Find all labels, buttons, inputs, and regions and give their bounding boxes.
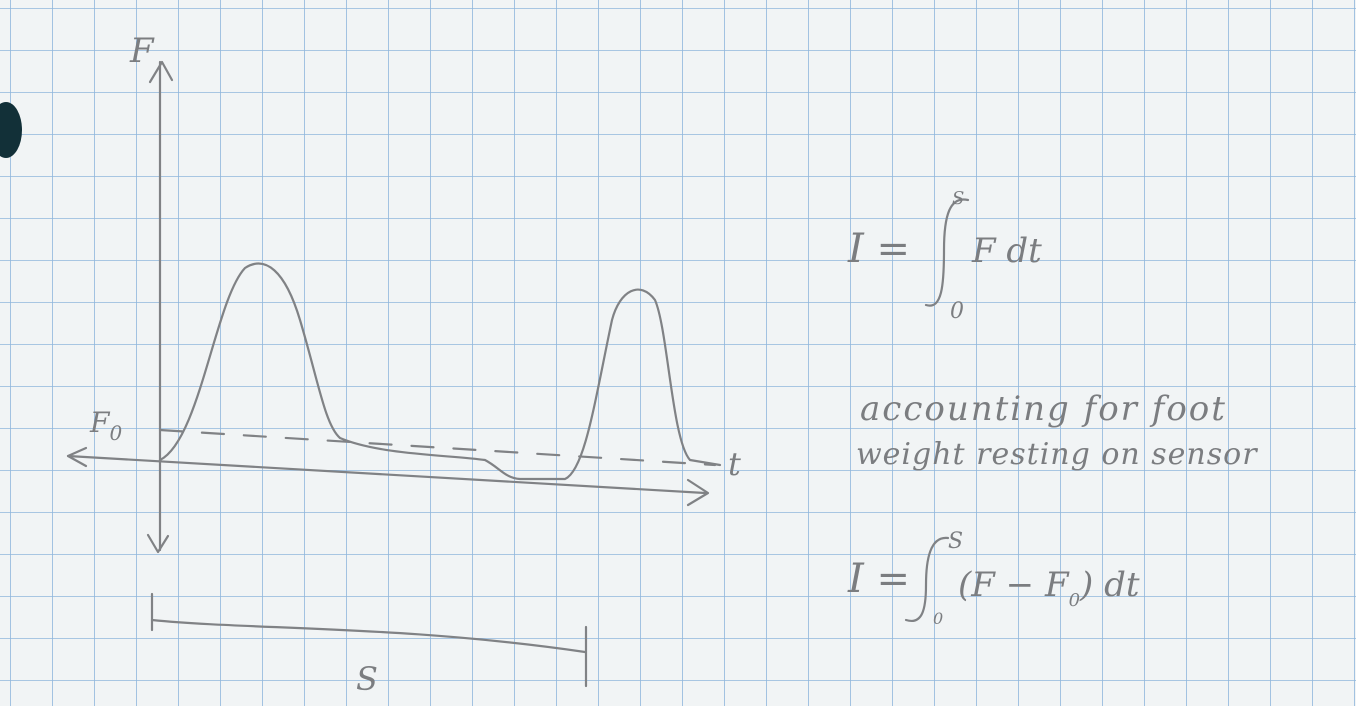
eq1-upper: S (952, 188, 964, 209)
eq1-lhs: I = (847, 226, 910, 272)
eq2-integrand-open: (F − F (958, 565, 1070, 605)
page: F t F0 S I = S 0 F dt accounting for foo… (0, 0, 1356, 706)
eq2-subscript: 0 (1069, 590, 1080, 611)
eq1-integrand: F dt (971, 231, 1042, 271)
eq2-upper: S (948, 529, 963, 554)
eq2-lower: 0 (933, 609, 943, 628)
eq2-integrand: (F − F0) dt (958, 565, 1140, 611)
baseline-label-text: F (89, 406, 111, 439)
grid (0, 0, 1356, 706)
x-axis-label: t (728, 445, 741, 483)
baseline-label-subscript: 0 (109, 421, 122, 445)
note-line: accounting for foot (860, 389, 1227, 429)
note-line: weight resting on sensor (856, 437, 1258, 472)
y-axis-label: F (129, 31, 155, 71)
eq2-lhs: I = (847, 556, 910, 602)
eq1-lower: 0 (950, 299, 964, 324)
span-label: S (356, 660, 378, 698)
eq2-integrand-close: ) dt (1079, 565, 1140, 605)
paper-sheet: F t F0 S I = S 0 F dt accounting for foo… (0, 0, 1356, 706)
